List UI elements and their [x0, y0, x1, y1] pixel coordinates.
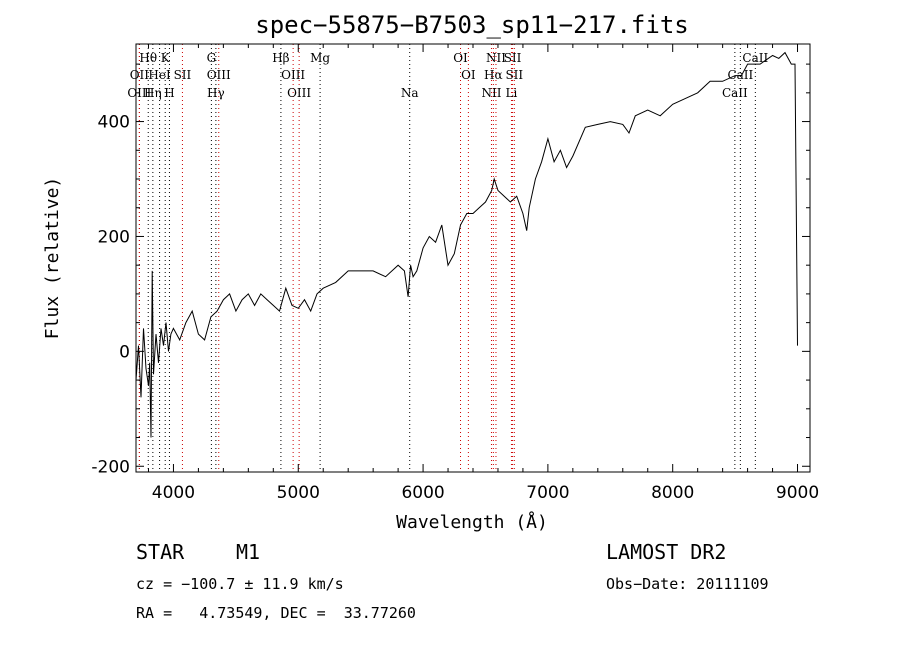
line-marker-label: K	[161, 51, 171, 65]
x-tick-label: 8000	[651, 483, 694, 503]
line-marker-label: NII	[481, 86, 501, 100]
line-marker-label: OIII	[207, 68, 231, 82]
line-marker-label: Hθ	[139, 51, 157, 65]
x-tick-label: 9000	[776, 483, 819, 503]
x-tick-label: 7000	[526, 483, 569, 503]
line-marker-label: Na	[401, 86, 419, 100]
redshift-value: cz = −100.7 ± 11.9 km/s	[136, 575, 344, 593]
line-marker-label: H	[164, 86, 174, 100]
line-marker-label: Hη	[144, 86, 162, 100]
line-marker-label: Mg	[310, 51, 330, 65]
object-class: STAR	[136, 540, 185, 564]
spectrum-line	[135, 51, 798, 438]
coordinates: RA = 4.73549, DEC = 33.77260	[136, 604, 416, 622]
x-axis-ticks: 4000 5000 6000 7000 8000 9000	[147, 44, 819, 503]
line-marker-label: G	[207, 51, 217, 65]
plot-frame	[135, 43, 811, 473]
observation-date: Obs−Date: 20111109	[606, 575, 769, 593]
line-marker-label: CaII	[727, 68, 753, 82]
x-tick-label: 4000	[152, 483, 195, 503]
x-axis-title: Wavelength (Å)	[396, 511, 548, 533]
y-axis-ticks: -200 0 200 400	[91, 63, 810, 477]
line-marker-label: OIII	[287, 86, 311, 100]
line-marker-label: CaII	[722, 86, 748, 100]
survey-name: LAMOST DR2	[606, 540, 727, 564]
object-subclass: M1	[236, 540, 261, 564]
line-marker-label: OI	[461, 68, 476, 82]
line-marker-label: OI	[453, 51, 468, 65]
x-tick-label: 6000	[401, 483, 444, 503]
line-marker-guides	[138, 44, 756, 472]
line-marker-label: HeI	[148, 68, 171, 82]
line-marker-label: OII	[130, 68, 150, 82]
line-marker-label: Hγ	[207, 86, 225, 100]
line-marker-label: SII	[174, 68, 192, 82]
line-marker-label: Li	[506, 86, 518, 100]
line-marker-label: SII	[504, 51, 522, 65]
y-tick-label: 0	[119, 342, 130, 362]
x-tick-label: 5000	[277, 483, 320, 503]
y-tick-label: 200	[98, 227, 130, 247]
y-tick-label: 400	[98, 113, 130, 133]
y-axis-title: Flux (relative)	[42, 177, 63, 340]
line-marker-label: Hα	[484, 68, 503, 82]
chart-title: spec−55875−B7503_sp11−217.fits	[255, 11, 688, 39]
line-marker-label: SII	[505, 68, 523, 82]
line-marker-label: OIII	[281, 68, 305, 82]
line-marker-label: NII	[486, 51, 506, 65]
line-marker-label: Hβ	[272, 51, 289, 65]
line-marker-label: CaII	[742, 51, 768, 65]
y-tick-label: -200	[91, 457, 130, 477]
